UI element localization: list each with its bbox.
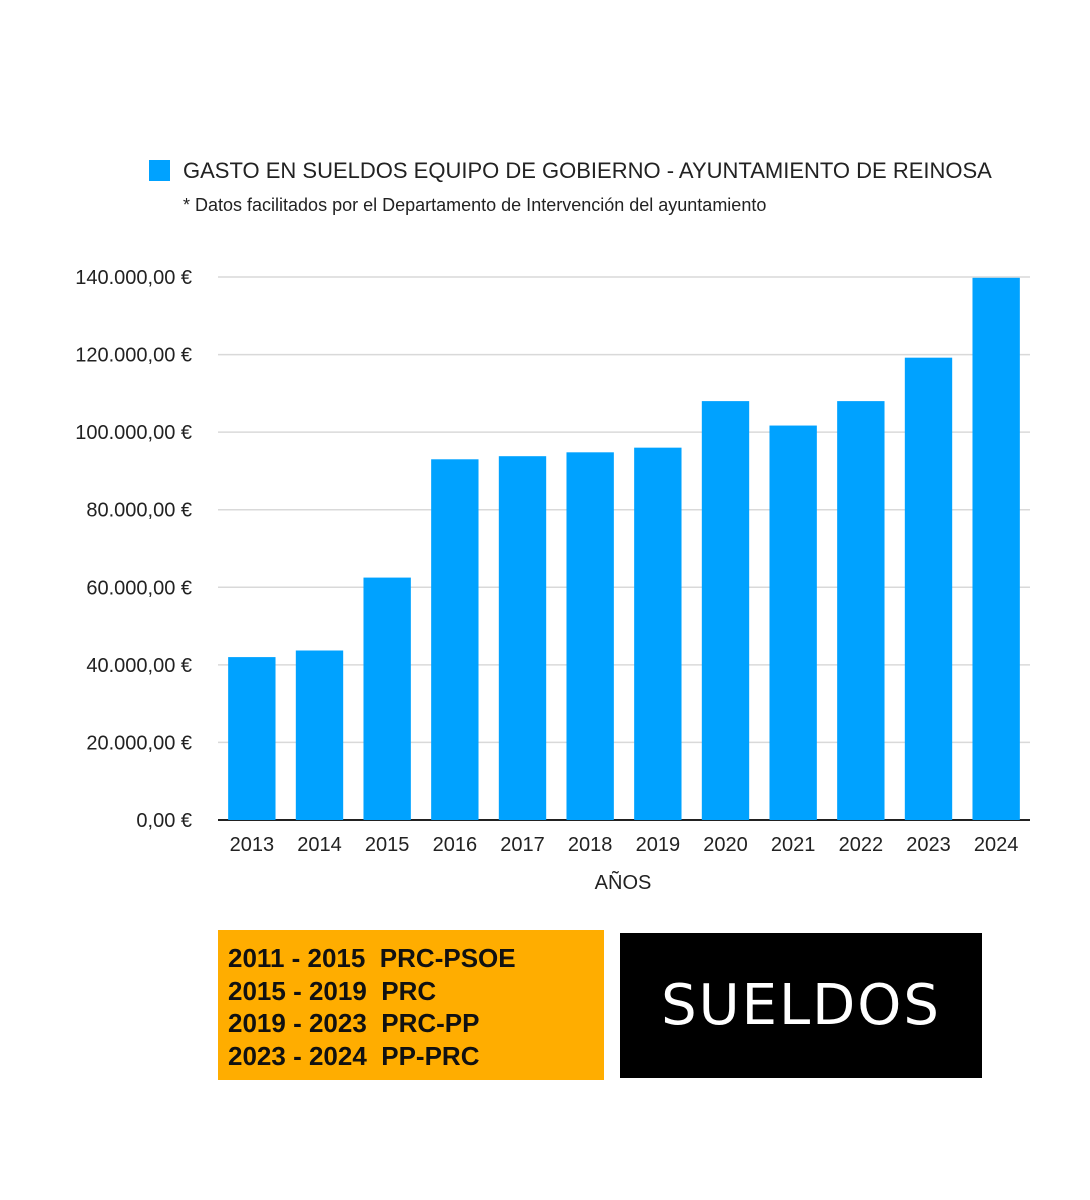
x-tick-label: 2017 [500,834,545,856]
bar-2023 [904,357,953,820]
bar-2020 [701,401,750,820]
x-tick-label: 2015 [365,834,410,856]
bar-2022 [837,401,885,820]
period-line: 2023 - 2024 PP-PRC [228,1040,480,1071]
y-tick-label: 60.000,00 € [86,577,192,599]
bar-2014 [295,650,344,820]
x-tick-label: 2013 [230,834,275,856]
x-tick-label: 2020 [703,834,748,856]
sueldos-badge: SUELDOS [620,933,982,1078]
legend-label: GASTO EN SUELDOS EQUIPO DE GOBIERNO - AY… [183,158,992,183]
bar-2018 [566,452,614,820]
y-tick-label: 20.000,00 € [86,732,192,754]
x-tick-label: 2016 [433,834,478,856]
periods-box: 2011 - 2015 PRC-PSOE 2015 - 2019 PRC 201… [218,930,604,1080]
bar-2013 [228,657,276,820]
bar-chart: GASTO EN SUELDOS EQUIPO DE GOBIERNO - AY… [75,158,1030,894]
x-axis-label: AÑOS [595,870,652,894]
chart-note: * Datos facilitados por el Departamento … [183,195,766,215]
y-tick-label: 0,00 € [136,810,192,832]
period-line: 2011 - 2015 PRC-PSOE [228,943,516,973]
bar-2019 [634,447,682,820]
period-line: 2019 - 2023 PRC-PP [228,1008,480,1038]
x-tick-label: 2019 [636,834,681,856]
chart: GASTO EN SUELDOS EQUIPO DE GOBIERNO - AY… [75,158,1030,894]
y-tick-label: 140.000,00 € [75,267,192,289]
y-tick-label: 80.000,00 € [86,500,192,522]
x-tick-label: 2023 [906,834,951,856]
bar-2017 [498,456,547,820]
bar-2016 [431,459,479,820]
x-tick-label: 2014 [297,834,342,856]
x-tick-label: 2024 [974,834,1019,856]
bar-2021 [769,425,817,820]
y-tick-label: 120.000,00 € [75,345,192,367]
bar-2024 [972,277,1020,820]
legend-swatch [149,160,170,181]
sueldos-label: SUELDOS [661,973,941,1038]
y-tick-label: 100.000,00 € [75,422,192,444]
x-tick-label: 2018 [568,834,613,856]
x-tick-label: 2022 [839,834,884,856]
x-tick-label: 2021 [771,834,816,856]
period-line: 2015 - 2019 PRC [228,975,437,1006]
y-tick-label: 40.000,00 € [86,655,192,677]
bar-2015 [363,577,411,820]
